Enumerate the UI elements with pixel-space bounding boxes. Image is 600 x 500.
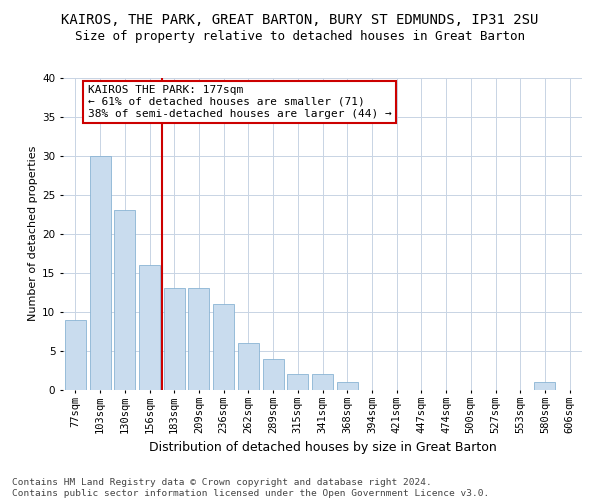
Text: Contains HM Land Registry data © Crown copyright and database right 2024.
Contai: Contains HM Land Registry data © Crown c… (12, 478, 489, 498)
Bar (312, 374, 333, 390)
Bar (139, 265, 160, 390)
Bar (164, 288, 185, 390)
Text: KAIROS, THE PARK, GREAT BARTON, BURY ST EDMUNDS, IP31 2SU: KAIROS, THE PARK, GREAT BARTON, BURY ST … (61, 12, 539, 26)
Bar (535, 382, 556, 390)
Bar (238, 343, 259, 390)
Text: KAIROS THE PARK: 177sqm
← 61% of detached houses are smaller (71)
38% of semi-de: KAIROS THE PARK: 177sqm ← 61% of detache… (88, 86, 391, 118)
Text: Size of property relative to detached houses in Great Barton: Size of property relative to detached ho… (75, 30, 525, 43)
Y-axis label: Number of detached properties: Number of detached properties (28, 146, 38, 322)
Bar (89, 156, 110, 390)
Bar (263, 359, 284, 390)
Bar (213, 304, 234, 390)
Bar (65, 320, 86, 390)
Bar (287, 374, 308, 390)
Bar (188, 288, 209, 390)
X-axis label: Distribution of detached houses by size in Great Barton: Distribution of detached houses by size … (149, 442, 496, 454)
Bar (337, 382, 358, 390)
Bar (114, 210, 135, 390)
